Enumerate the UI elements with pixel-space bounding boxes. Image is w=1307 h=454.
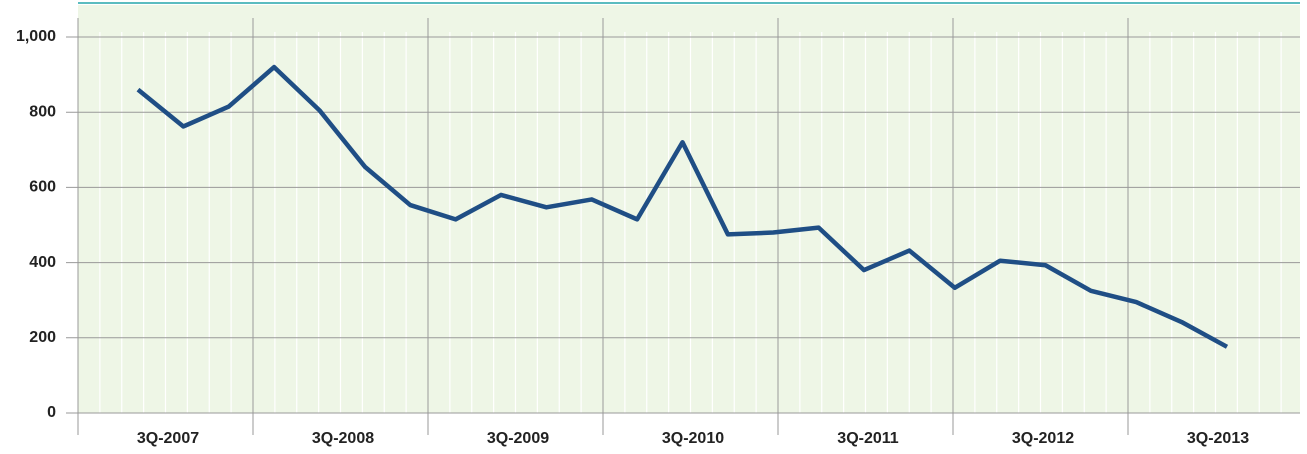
y-tick-label: 400 (29, 254, 56, 271)
y-tick-label: 200 (29, 329, 56, 346)
x-tick-label: 3Q-2009 (487, 430, 549, 447)
x-tick-label: 3Q-2007 (137, 430, 199, 447)
x-tick-label: 3Q-2011 (837, 430, 898, 447)
y-tick-label: 800 (29, 103, 56, 120)
x-tick-label: 3Q-2010 (662, 430, 724, 447)
data-line (136, 64, 1229, 349)
x-tick-label: 3Q-2013 (1187, 430, 1249, 447)
y-tick-label: 1,000 (16, 28, 56, 45)
plot-area (78, 5, 1300, 413)
y-tick-label: 0 (47, 404, 56, 421)
x-tick-label: 3Q-2008 (312, 430, 374, 447)
x-tick-label: 3Q-2012 (1012, 430, 1074, 447)
y-tick-label: 600 (29, 179, 56, 196)
